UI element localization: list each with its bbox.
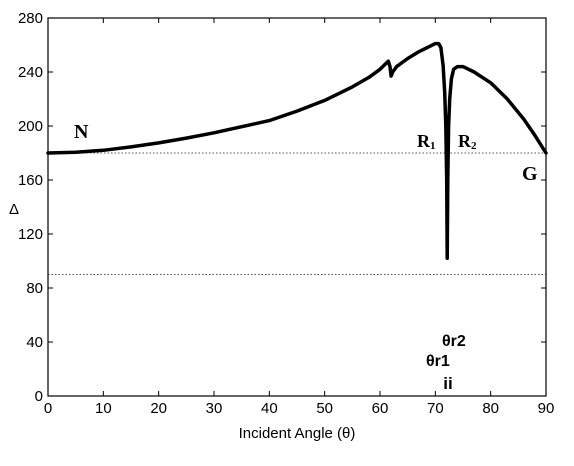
x-tick-label: 30 bbox=[206, 400, 223, 417]
x-tick-label: 20 bbox=[150, 400, 167, 417]
annotation-n: N bbox=[74, 121, 89, 143]
annotation-theta-marker: ii bbox=[443, 374, 452, 393]
x-tick-label: 70 bbox=[427, 400, 444, 417]
x-tick-label: 90 bbox=[538, 400, 555, 417]
y-tick-label: 0 bbox=[35, 388, 43, 405]
y-tick-label: 40 bbox=[26, 334, 43, 351]
plot-frame bbox=[47, 17, 547, 397]
annotation-r2: R2 bbox=[458, 131, 477, 152]
annotation-r2-main: R bbox=[458, 131, 472, 151]
annotation-r1-main: R bbox=[417, 131, 431, 151]
annotation-r1: R1 bbox=[417, 131, 436, 152]
x-tick-label: 50 bbox=[316, 400, 333, 417]
annotation-r2-sub: 2 bbox=[471, 140, 477, 152]
x-tick-label: 10 bbox=[95, 400, 112, 417]
y-tick-label: 200 bbox=[18, 118, 43, 135]
series-line-0 bbox=[46, 41, 548, 261]
x-tick-label: 40 bbox=[261, 400, 278, 417]
y-tick-label: 240 bbox=[18, 64, 43, 81]
annotation-theta-r2: θr2 bbox=[442, 333, 466, 350]
annotation-g: G bbox=[522, 163, 538, 185]
y-axis-label: Δ bbox=[9, 201, 19, 218]
y-tick-label: 160 bbox=[18, 172, 43, 189]
x-axis-label: Incident Angle (θ) bbox=[239, 425, 356, 442]
x-tick-label: 60 bbox=[372, 400, 389, 417]
y-tick-label: 120 bbox=[18, 226, 43, 243]
annotation-theta-r1: θr1 bbox=[426, 353, 450, 370]
x-tick-label: 80 bbox=[482, 400, 499, 417]
annotation-r1-sub: 1 bbox=[430, 140, 436, 152]
data-series bbox=[46, 41, 548, 261]
y-tick-label: 80 bbox=[26, 280, 43, 297]
x-tick-label: 0 bbox=[44, 400, 52, 417]
reference-lines bbox=[48, 152, 546, 275]
axis-tick-labels: 0 10 20 30 40 50 60 70 80 90 0 40 80 120 160 200 240 280 bbox=[18, 10, 554, 417]
y-tick-label: 280 bbox=[18, 10, 43, 27]
axis-ticks bbox=[47, 17, 547, 397]
